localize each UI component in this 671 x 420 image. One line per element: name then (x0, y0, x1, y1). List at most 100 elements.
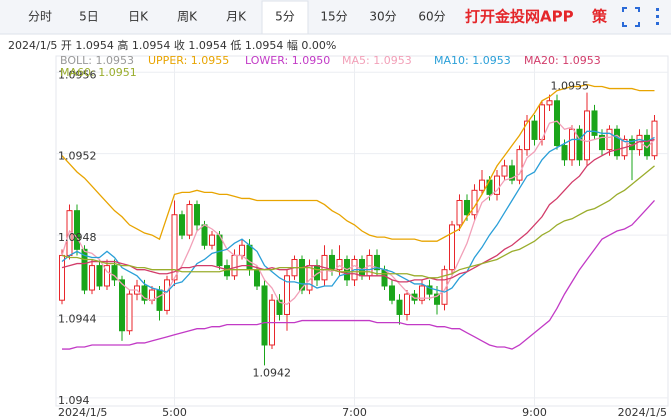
plot (59, 83, 658, 366)
candle-body (546, 100, 553, 106)
candle-body (449, 224, 455, 271)
candle-body (171, 214, 178, 281)
indicator-line (61, 83, 655, 242)
low-label: 1.0942 (253, 366, 292, 379)
y-tick-label: 1.0956 (58, 68, 97, 81)
candle-body (524, 120, 530, 151)
candle-body (561, 145, 568, 161)
candle-body (276, 299, 283, 315)
tab-bar (0, 0, 671, 34)
fullscreen-icon[interactable] (622, 7, 640, 27)
tab[interactable]: 周K (177, 10, 198, 24)
candle-body (81, 248, 88, 291)
candle-body (284, 275, 290, 315)
candle-body (509, 165, 515, 181)
candle-body (156, 289, 163, 311)
x-tick-label: 7:00 (342, 406, 367, 419)
candle-body (164, 279, 170, 311)
candle-body (494, 175, 500, 195)
x-tick-label: 9:00 (522, 406, 547, 419)
candle-body (104, 265, 110, 287)
indicator-line (62, 200, 655, 350)
candle-body (231, 254, 238, 277)
strategy-button[interactable]: 策 (591, 8, 608, 26)
candle-body (126, 293, 133, 332)
candle-body (441, 269, 448, 305)
candle-body (426, 285, 433, 295)
candle-body (141, 285, 148, 301)
candle-body (194, 204, 200, 226)
candle-body (74, 210, 80, 250)
active-tab (261, 0, 309, 35)
more-icon[interactable] (656, 8, 659, 25)
candle-body (516, 149, 523, 181)
candle-body (209, 234, 215, 246)
candle-body (359, 259, 365, 277)
candle-body (606, 128, 613, 151)
tab[interactable]: 30分 (369, 10, 396, 24)
candle-body (389, 285, 395, 301)
y-tick-label: 1.0952 (58, 150, 97, 163)
candle-body (404, 293, 410, 315)
candle-body (201, 224, 208, 246)
y-tick-label: 1.0944 (58, 312, 97, 325)
candle-body (531, 120, 538, 140)
indicator-line (61, 130, 655, 293)
candle-body (396, 299, 403, 315)
tab[interactable]: 日K (128, 10, 149, 24)
y-tick-label: 1.0948 (58, 231, 97, 244)
plot-frame (55, 55, 669, 407)
candle-body (374, 254, 380, 271)
candle-body (254, 269, 260, 287)
candle-body (434, 293, 440, 305)
candle-body (261, 285, 268, 346)
legend-entry: MA20: 1.0953 (524, 54, 601, 67)
indicator-line (61, 165, 655, 279)
legend-entry: MA5: 1.0953 (342, 54, 412, 67)
candle-body (59, 254, 65, 301)
candle-body (111, 265, 118, 281)
candle-body (479, 179, 485, 191)
tab[interactable]: 5分 (275, 10, 295, 24)
x-tick-label: 2024/1/5 (58, 406, 107, 419)
candle-body (584, 110, 590, 161)
tab[interactable]: 5日 (79, 10, 99, 24)
candle-body (329, 254, 335, 271)
tab[interactable]: 分时 (28, 10, 52, 24)
tab[interactable]: 60分 (418, 10, 445, 24)
candle-body (501, 165, 508, 177)
info-line: 2024/1/5 开 1.0954 高 1.0954 收 1.0954 低 1.… (8, 38, 336, 52)
candle-body (464, 199, 470, 216)
y-tick-label: 1.094 (58, 394, 90, 407)
legend-entry: LOWER: 1.0950 (245, 54, 330, 67)
candle-body (179, 214, 185, 236)
indicator-line (61, 138, 655, 283)
candle-body (576, 128, 583, 161)
candle-body (456, 199, 463, 226)
candle-body (299, 259, 305, 291)
boll-label: BOLL: 1.0953 (60, 54, 134, 67)
candle-body (614, 128, 620, 157)
tab[interactable]: 月K (226, 10, 247, 24)
candle-body (599, 134, 605, 151)
candle-body (186, 204, 193, 236)
tab[interactable]: 15分 (320, 10, 347, 24)
candle-body (96, 265, 103, 287)
x-tick-label: 5:00 (162, 406, 187, 419)
candle-body (119, 279, 125, 332)
legend-entry: MA10: 1.0953 (434, 54, 511, 67)
legend-entry: UPPER: 1.0955 (148, 54, 229, 67)
candle-body (239, 244, 245, 256)
candle-body (569, 128, 575, 161)
candle-body (419, 285, 425, 301)
candle-body (381, 269, 388, 287)
candle-body (336, 259, 343, 271)
legend-entry: MA60: 1.0951 (60, 66, 137, 79)
candle-body (411, 293, 418, 301)
app-link[interactable]: 打开金投网APP (465, 8, 574, 26)
indicator-line (61, 120, 655, 305)
x-tick-label: 2024/1/5 (618, 406, 667, 419)
high-label: 1.0955 (551, 80, 590, 93)
